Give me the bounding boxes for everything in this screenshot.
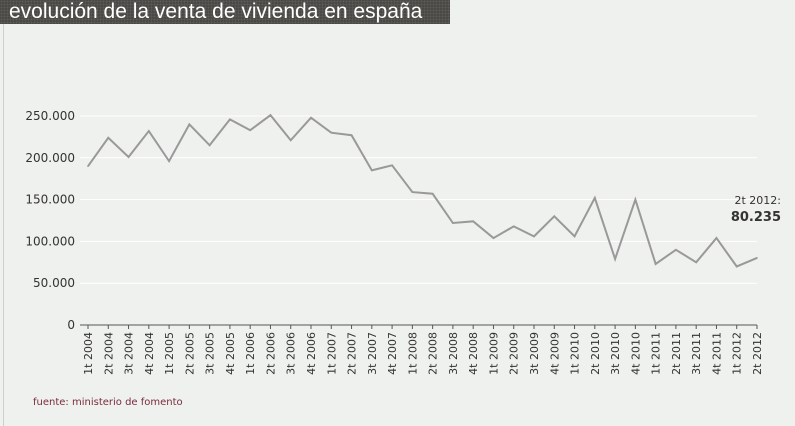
title-bar: evolución de la venta de vivienda en esp… [0, 0, 450, 24]
data-point [735, 265, 738, 268]
x-tick-label: 1t 2012 [731, 332, 744, 375]
data-point [512, 225, 515, 228]
x-tick-label: 1t 2006 [244, 332, 257, 375]
y-tick-label: 100.000 [25, 234, 75, 248]
x-tick-label: 1t 2009 [487, 332, 500, 375]
x-tick-label: 3t 2007 [366, 332, 379, 375]
data-point [87, 165, 89, 167]
x-tick-label: 3t 2004 [123, 332, 136, 375]
source-note: fuente: ministerio de fomento [33, 397, 183, 408]
data-point [310, 116, 312, 119]
y-tick-label: 0 [67, 318, 75, 332]
x-tick-label: 3t 2006 [285, 332, 298, 375]
data-point [431, 192, 434, 195]
x-tick-label: 3t 2010 [609, 332, 622, 375]
data-point [756, 257, 758, 259]
x-tick-label: 1t 2005 [163, 332, 176, 375]
data-point [553, 215, 556, 218]
data-point [533, 235, 535, 238]
x-tick-label: 2t 2007 [346, 332, 359, 375]
data-point [411, 191, 414, 193]
x-tick-label: 2t 2011 [670, 332, 683, 375]
x-tick-label: 2t 2009 [508, 332, 521, 375]
x-tick-label: 4t 2008 [467, 332, 480, 375]
x-tick-label: 4t 2007 [386, 332, 399, 375]
x-tick-label: 2t 2012 [751, 332, 764, 375]
data-point [492, 237, 495, 239]
data-point [249, 129, 251, 132]
x-tick-label: 1t 2011 [650, 332, 663, 375]
x-tick-label: 4t 2010 [629, 332, 642, 375]
data-point [573, 235, 576, 238]
x-tick-label: 4t 2005 [224, 332, 237, 375]
annotation-value: 80.235 [731, 210, 781, 225]
x-tick-label: 2t 2010 [589, 332, 602, 375]
data-point [229, 118, 231, 121]
x-tick-label: 1t 2010 [569, 332, 582, 375]
x-tick-label: 3t 2011 [690, 332, 703, 375]
x-tick-label: 4t 2009 [548, 332, 561, 375]
x-tick-label: 3t 2005 [204, 332, 217, 375]
y-tick-label: 250.000 [25, 109, 75, 123]
annotation-label: 2t 2012: [734, 194, 781, 207]
x-tick-label: 1t 2007 [325, 332, 338, 375]
data-point [452, 222, 454, 224]
data-point [188, 123, 191, 126]
x-tick-label: 2t 2008 [427, 332, 440, 375]
x-tick-label: 1t 2004 [82, 332, 95, 375]
data-point [695, 261, 697, 264]
data-point [208, 144, 211, 147]
x-tick-label: 2t 2005 [183, 332, 196, 375]
data-point [289, 139, 292, 142]
data-point [654, 263, 657, 265]
data-point [634, 198, 637, 201]
data-point [127, 156, 130, 158]
x-tick-label: 4t 2006 [305, 332, 318, 375]
x-tick-label: 2t 2004 [102, 332, 115, 375]
left-border [3, 24, 4, 426]
data-point [715, 237, 718, 239]
series-line [87, 113, 758, 268]
x-tick-label: 1t 2008 [406, 332, 419, 375]
y-tick-label: 200.000 [25, 151, 75, 165]
data-point [350, 134, 353, 137]
y-tick-label: 50.000 [33, 276, 75, 290]
data-point [330, 131, 333, 134]
data-point [107, 136, 110, 139]
data-point [148, 130, 150, 132]
x-tick-label: 3t 2008 [447, 332, 460, 375]
data-point [614, 258, 616, 260]
x-tick-label: 3t 2009 [528, 332, 541, 375]
chart-title: evolución de la venta de vivienda en esp… [9, 0, 423, 23]
data-point [269, 114, 272, 116]
x-tick-label: 2t 2006 [264, 332, 277, 375]
y-tick-label: 150.000 [25, 193, 75, 207]
data-point [168, 160, 170, 162]
data-point [472, 220, 474, 223]
data-point [371, 169, 373, 172]
data-point [675, 248, 677, 251]
x-tick-label: 4t 2011 [710, 332, 723, 375]
x-tick-label: 4t 2004 [143, 332, 156, 375]
data-point [391, 164, 393, 167]
data-point [594, 197, 596, 199]
